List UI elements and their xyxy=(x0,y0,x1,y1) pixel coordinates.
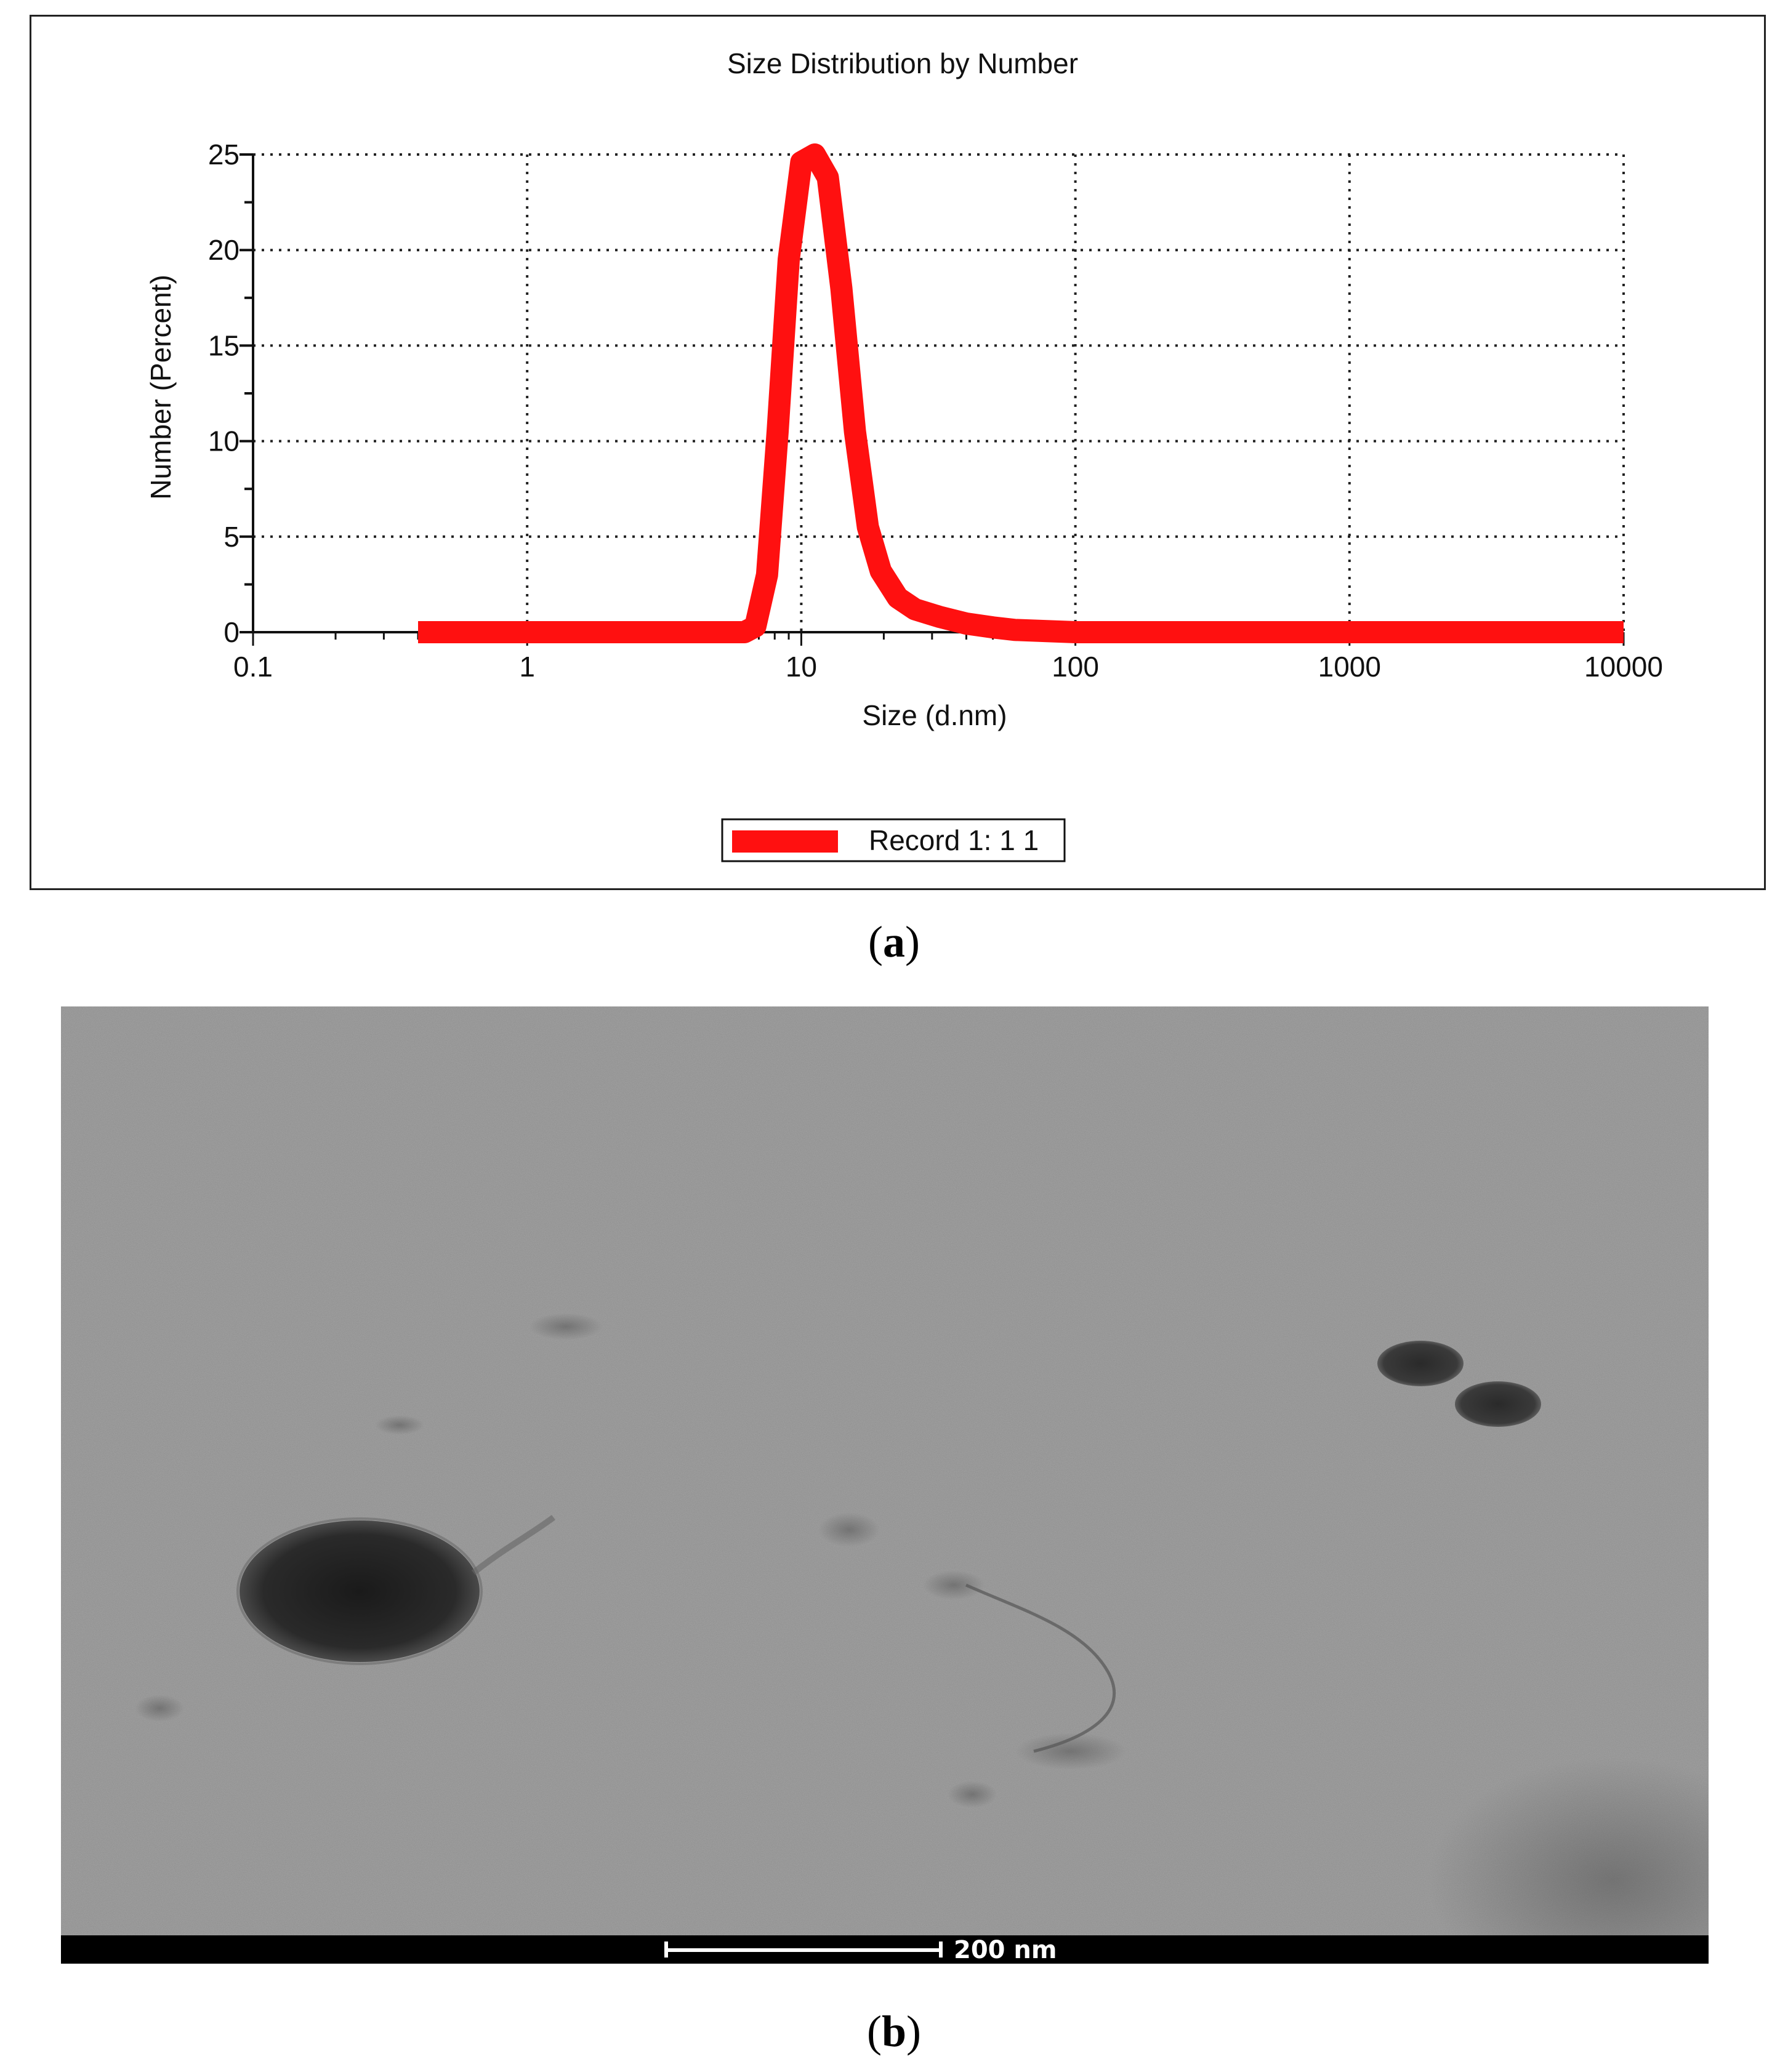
scale-bar-strip: 200 nm xyxy=(61,1935,1709,1964)
debris-3 xyxy=(923,1570,985,1600)
caption-a: (a) xyxy=(868,917,920,966)
debris-4 xyxy=(1015,1733,1126,1770)
large-particle xyxy=(240,1520,480,1662)
small-particle-2 xyxy=(1455,1381,1541,1427)
grid-lines xyxy=(253,153,1625,632)
particle-tail xyxy=(471,1514,555,1575)
y-tick-label: 0 xyxy=(223,616,240,648)
x-tick-label: 10000 xyxy=(1584,651,1663,683)
debris-5 xyxy=(948,1781,997,1808)
caption-b: (b) xyxy=(866,2007,921,2056)
debris-6 xyxy=(135,1695,184,1722)
particle-halo xyxy=(236,1517,483,1665)
debris-7 xyxy=(375,1415,424,1435)
y-axis-label: Number (Percent) xyxy=(145,275,177,500)
axes xyxy=(240,153,1625,646)
series-lines xyxy=(418,143,1624,643)
y-tick-label: 20 xyxy=(208,234,240,266)
x-tick-label: 0.1 xyxy=(233,651,273,683)
small-particle-1 xyxy=(1377,1341,1464,1386)
chart-panel: Size Distribution by Number 0.1 1 10 100 100… xyxy=(30,15,1766,890)
debris-1 xyxy=(529,1313,603,1340)
y-tick-label: 10 xyxy=(208,425,240,457)
x-tick-label: 10 xyxy=(786,651,817,683)
caption-b-letter: b xyxy=(881,2007,907,2056)
x-tick-label: 1000 xyxy=(1318,651,1381,683)
micrograph-grain xyxy=(61,1006,1709,1964)
tem-micrograph: 200 nm xyxy=(61,1006,1709,1964)
dark-region xyxy=(1428,1757,1709,1964)
filament xyxy=(965,1583,1116,1753)
x-tick-label: 100 xyxy=(1052,651,1099,683)
scale-bar xyxy=(664,1948,943,1952)
series-line xyxy=(418,143,1624,643)
tick-labels: 0.1 1 10 100 1000 10000 0 5 10 15 20 25 xyxy=(208,139,1663,683)
caption-a-letter: a xyxy=(883,917,905,966)
legend: Record 1: 1 1 xyxy=(721,818,1066,862)
debris-2 xyxy=(818,1512,880,1547)
y-tick-label: 25 xyxy=(208,139,240,171)
scale-bar-tick-right xyxy=(939,1941,943,1958)
size-distribution-chart: Size Distribution by Number 0.1 1 10 100 100… xyxy=(145,47,1663,862)
x-tick-label: 1 xyxy=(519,651,535,683)
x-axis-label: Size (d.nm) xyxy=(862,699,1007,731)
legend-label: Record 1: 1 1 xyxy=(869,824,1039,856)
scale-bar-label: 200 nm xyxy=(954,1936,1057,1964)
tem-image xyxy=(61,1006,1709,1964)
y-tick-label: 5 xyxy=(223,521,240,553)
y-tick-label: 15 xyxy=(208,329,240,361)
chart-title: Size Distribution by Number xyxy=(727,47,1078,79)
legend-swatch xyxy=(732,830,838,853)
